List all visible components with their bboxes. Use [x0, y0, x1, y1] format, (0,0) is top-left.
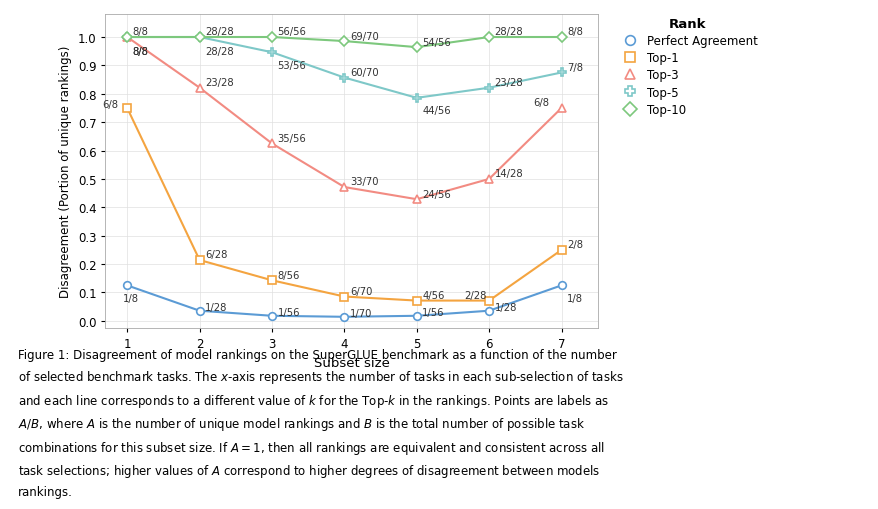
Text: 23/28: 23/28	[205, 78, 234, 88]
Text: 6/8: 6/8	[102, 100, 118, 109]
Text: 4/56: 4/56	[421, 291, 444, 300]
X-axis label: Subset size: Subset size	[313, 356, 389, 369]
Text: 1/70: 1/70	[349, 308, 372, 318]
Text: 1/28: 1/28	[205, 302, 227, 312]
Text: 24/56: 24/56	[421, 189, 450, 199]
Text: 1/56: 1/56	[277, 307, 299, 317]
Text: 1/8: 1/8	[566, 293, 582, 303]
Text: 6/70: 6/70	[349, 287, 372, 296]
Text: 1/56: 1/56	[421, 307, 444, 317]
Text: 6/8: 6/8	[533, 98, 549, 108]
Text: 56/56: 56/56	[277, 27, 306, 37]
Text: 23/28: 23/28	[494, 78, 522, 88]
Text: 1/8: 1/8	[123, 293, 139, 303]
Text: 8/8: 8/8	[133, 27, 148, 37]
Text: 8/56: 8/56	[277, 270, 299, 280]
Text: 60/70: 60/70	[349, 68, 378, 78]
Text: Figure 1: Disagreement of model rankings on the SuperGLUE benchmark as a functio: Figure 1: Disagreement of model rankings…	[18, 349, 623, 498]
Text: 8/8: 8/8	[566, 27, 582, 37]
Text: 28/28: 28/28	[205, 47, 234, 57]
Text: 1/28: 1/28	[494, 302, 516, 312]
Text: 8/8: 8/8	[133, 47, 148, 57]
Text: 7/8: 7/8	[566, 63, 582, 73]
Y-axis label: Disagreement (Portion of unique rankings): Disagreement (Portion of unique rankings…	[59, 46, 72, 298]
Text: 8/8: 8/8	[133, 47, 148, 57]
Text: 35/56: 35/56	[277, 134, 306, 144]
Legend: Perfect Agreement, Top-1, Top-3, Top-5, Top-10: Perfect Agreement, Top-1, Top-3, Top-5, …	[618, 18, 757, 117]
Text: 2/28: 2/28	[464, 291, 486, 300]
Text: 33/70: 33/70	[349, 177, 378, 187]
Text: 14/28: 14/28	[494, 169, 522, 179]
Text: 69/70: 69/70	[349, 32, 378, 41]
Text: 54/56: 54/56	[421, 38, 450, 47]
Text: 28/28: 28/28	[494, 27, 522, 37]
Text: 44/56: 44/56	[421, 106, 450, 116]
Text: 6/28: 6/28	[205, 250, 227, 260]
Text: 2/8: 2/8	[566, 240, 582, 250]
Text: 53/56: 53/56	[277, 61, 306, 71]
Text: 28/28: 28/28	[205, 27, 234, 37]
